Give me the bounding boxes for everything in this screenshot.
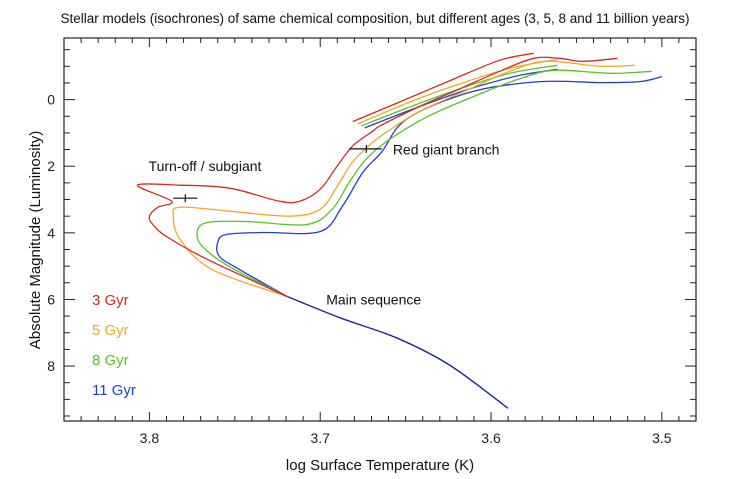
x-axis-label: log Surface Temperature (K) [286, 457, 474, 474]
isochrone-8-gyr [196, 69, 652, 298]
y-tick-label: 8 [47, 358, 55, 374]
x-tick-label: 3.7 [310, 430, 330, 446]
legend-entry: 8 Gyr [92, 352, 129, 369]
main-sequence-line [287, 296, 509, 409]
legend-entry: 5 Gyr [92, 322, 129, 339]
x-tick-label: 3.6 [481, 430, 501, 446]
legend: 3 Gyr 5 Gyr 8 Gyr 11 Gyr [92, 292, 136, 399]
annotation-label: Turn-off / subgiant [149, 158, 262, 174]
plot-frame [63, 37, 697, 422]
y-tick-label: 6 [47, 291, 55, 307]
legend-entry: 3 Gyr [92, 292, 129, 309]
x-tick-label: 3.8 [140, 430, 160, 446]
axis-tick-labels: 3.8 3.7 3.6 3.5 0 2 4 6 8 [47, 92, 672, 446]
y-tick-label: 2 [47, 158, 55, 174]
annotation-label: Main sequence [326, 291, 421, 307]
chart-title: Stellar models (isochrones) of same chem… [60, 11, 690, 26]
isochrone-5-gyr [172, 60, 635, 298]
x-tick-label: 3.5 [652, 430, 672, 446]
isochrone-upper-branch-3-gyr [352, 52, 534, 123]
isochrone-11-gyr [216, 75, 662, 298]
isochrone-curves [136, 52, 662, 409]
isochrone-upper-branch-5-gyr [357, 58, 558, 125]
legend-entry: 11 Gyr [92, 382, 136, 399]
annotation-label: Red giant branch [393, 142, 500, 158]
y-tick-label: 0 [47, 92, 55, 108]
y-axis-label: Absolute Magnitude (Luminosity) [27, 131, 44, 349]
error-bars [173, 144, 382, 203]
isochrone-3-gyr [136, 56, 618, 298]
annotations: Turn-off / subgiant Red giant branch Main … [149, 142, 500, 308]
axis-ticks [63, 38, 697, 421]
y-tick-label: 4 [47, 225, 55, 241]
